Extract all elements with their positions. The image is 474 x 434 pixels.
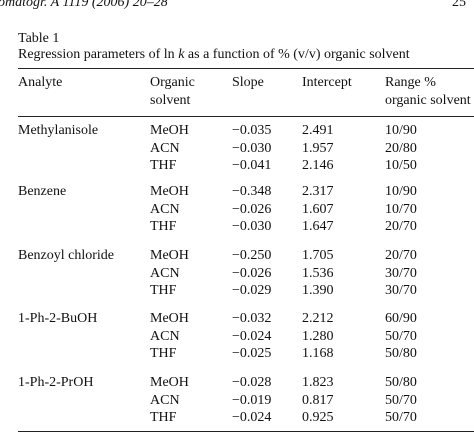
column-header: Slope	[232, 75, 264, 90]
cell: MeOH	[150, 184, 189, 199]
cell: −0.041	[232, 158, 272, 173]
cell: 20/70	[385, 219, 417, 234]
cell: −0.030	[232, 219, 272, 234]
cell: −0.025	[232, 346, 272, 361]
rule	[18, 68, 474, 69]
analyte: Benzene	[18, 184, 67, 199]
cell: 20/80	[385, 140, 417, 156]
cell: 1.280	[302, 328, 334, 344]
cell: THF	[150, 158, 177, 173]
cell: THF	[150, 346, 177, 361]
table-caption: Regression parameters of ln k as a funct…	[18, 46, 410, 63]
cell: 30/70	[385, 265, 417, 281]
cell: 50/70	[385, 392, 417, 408]
caption-text: as a function of % (v/v) organic solvent	[184, 47, 410, 62]
cell: 10/70	[385, 201, 417, 217]
column-header: Analyte	[18, 75, 63, 90]
cell: 0.817	[302, 392, 334, 408]
cell: ACN	[150, 201, 180, 217]
cell: −0.026	[232, 265, 272, 281]
analyte: Benzoyl chloride	[18, 248, 115, 263]
cell: THF	[150, 283, 177, 298]
cell: 1.536	[302, 265, 334, 281]
rule	[18, 116, 474, 117]
analyte: 1-Ph-2-BuOH	[18, 311, 98, 326]
cell: ACN	[150, 328, 180, 344]
column-header: organic solvent	[385, 93, 471, 108]
analyte: 1-Ph-2-PrOH	[18, 375, 94, 390]
cell: 1.705	[302, 248, 334, 263]
cell: 2.317	[302, 184, 334, 199]
cell: MeOH	[150, 375, 189, 390]
cell: 20/70	[385, 248, 417, 263]
cell: 50/80	[385, 346, 417, 361]
cell: THF	[150, 219, 177, 234]
table-label: Table 1	[18, 31, 60, 46]
cell: −0.348	[232, 184, 272, 199]
cell: 1.647	[302, 219, 334, 234]
column-header: solvent	[150, 93, 191, 108]
cell: −0.250	[232, 248, 272, 263]
column-header: Organic	[150, 75, 195, 90]
cell: ACN	[150, 140, 180, 156]
cell: −0.024	[232, 410, 272, 425]
cell: 50/70	[385, 410, 417, 425]
cell: −0.029	[232, 283, 272, 298]
cell: −0.019	[232, 392, 272, 408]
cell: THF	[150, 410, 177, 425]
cell: 10/90	[385, 123, 417, 138]
cell: 1.823	[302, 375, 334, 390]
cell: MeOH	[150, 123, 189, 138]
cell: MeOH	[150, 248, 189, 263]
cell: −0.028	[232, 375, 272, 390]
cell: 1.390	[302, 283, 334, 298]
cell: 1.607	[302, 201, 334, 217]
cell: 0.925	[302, 410, 334, 425]
cell: 10/50	[385, 158, 417, 173]
cell: ACN	[150, 392, 180, 408]
cell: 2.491	[302, 123, 334, 138]
cell: −0.024	[232, 328, 272, 344]
analyte: Methylanisole	[18, 123, 99, 138]
rule	[18, 431, 474, 432]
cell: 1.168	[302, 346, 334, 361]
column-header: Intercept	[302, 75, 352, 90]
cell: 1.957	[302, 140, 334, 156]
cell: −0.026	[232, 201, 272, 217]
cell: −0.035	[232, 123, 272, 138]
cell: ACN	[150, 265, 180, 281]
cell: MeOH	[150, 311, 189, 326]
cell: 2.146	[302, 158, 334, 173]
cell: 60/90	[385, 311, 417, 326]
cell: −0.030	[232, 140, 272, 156]
cell: 2.212	[302, 311, 334, 326]
running-journal: omatogr. A 1119 (2006) 20–28	[0, 0, 168, 10]
running-page: 25	[452, 0, 466, 10]
cell: 50/80	[385, 375, 417, 390]
cell: 30/70	[385, 283, 417, 298]
cell: 10/90	[385, 184, 417, 199]
cell: 50/70	[385, 328, 417, 344]
column-header: Range %	[385, 75, 436, 90]
cell: −0.032	[232, 311, 272, 326]
caption-var: k	[178, 47, 185, 62]
caption-text: Regression parameters of ln	[18, 47, 179, 62]
